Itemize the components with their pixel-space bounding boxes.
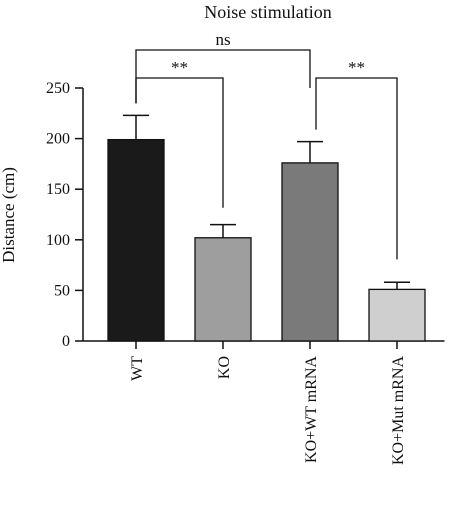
bar xyxy=(281,162,339,342)
significance-label: ns xyxy=(215,30,230,49)
x-tick-label: WT xyxy=(129,356,146,381)
significance-bracket xyxy=(315,77,398,260)
x-tick-label: KO+WT mRNA xyxy=(303,356,320,463)
chart-title: Noise stimulation xyxy=(204,2,332,22)
y-tick-label: 100 xyxy=(46,232,70,249)
y-tick-label: 0 xyxy=(62,333,70,350)
y-tick-label: 150 xyxy=(46,181,70,198)
y-axis-label: Distance (cm) xyxy=(0,167,18,263)
y-tick-label: 250 xyxy=(46,80,70,97)
significance-label: ** xyxy=(171,58,188,77)
significance-bracket xyxy=(135,49,311,104)
y-tick-label: 50 xyxy=(54,282,70,299)
bar xyxy=(368,288,426,342)
plot-area: 0 50 100 150 200 250 WT KO KO+WT mRNA KO+Mut mRNA… xyxy=(46,30,445,465)
bar xyxy=(194,237,252,342)
significance-label: ** xyxy=(348,58,365,77)
bar xyxy=(107,138,165,342)
y-tick-label: 200 xyxy=(46,131,70,148)
x-tick-label: KO+Mut mRNA xyxy=(390,356,407,465)
x-tick-label: KO xyxy=(216,356,233,379)
